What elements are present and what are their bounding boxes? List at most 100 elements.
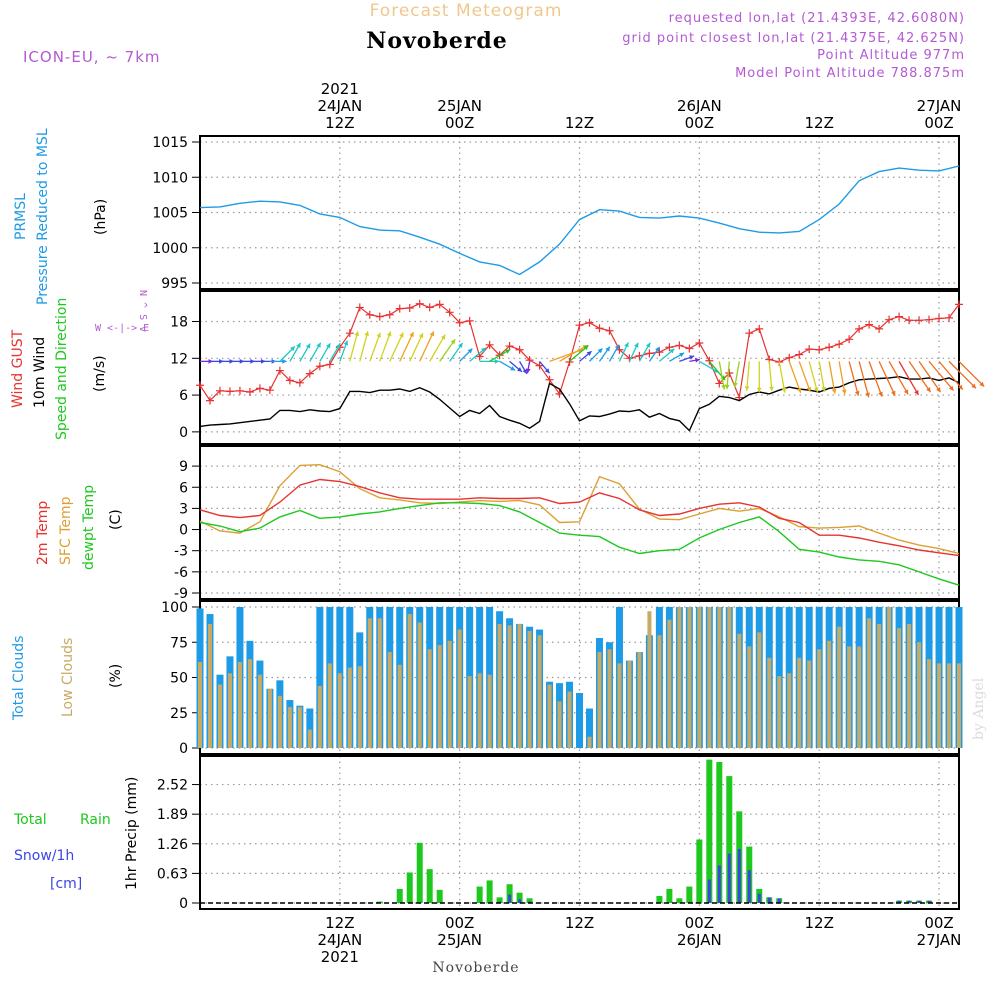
precip-units: 1hr Precip (mm) <box>124 777 140 890</box>
gust-marker <box>865 320 874 329</box>
gust-marker <box>245 388 254 397</box>
top-tick-label: 25JAN <box>437 97 482 115</box>
gust-marker <box>825 343 834 352</box>
rain-bar <box>526 898 533 903</box>
wind-arrow-head <box>522 368 527 374</box>
rain-bar <box>696 839 703 903</box>
wind-arrow-head <box>865 392 870 398</box>
low-cloud-bar <box>677 607 682 748</box>
wind-arrow-head <box>926 387 931 393</box>
wind-arrow <box>746 361 750 391</box>
gust-marker <box>925 315 934 324</box>
wind-arrow-head <box>290 346 295 352</box>
top-tick-label: 12Z <box>565 114 594 132</box>
rain-bar <box>406 872 413 903</box>
wind-arrow-head <box>418 333 424 339</box>
temp-sfc-label: SFC Temp <box>58 496 74 565</box>
low-cloud-bar <box>797 657 802 748</box>
wind-arrow-head <box>878 391 883 397</box>
low-cloud-bar <box>717 607 722 748</box>
gust-marker <box>905 316 914 325</box>
y-tick-label: 6 <box>179 388 188 404</box>
rain-bar <box>426 869 433 903</box>
gust-marker <box>655 348 664 357</box>
bottom-tick-label: 26JAN <box>677 931 722 949</box>
wind-arrow-head <box>450 339 456 345</box>
low-cloud-bar <box>777 676 782 748</box>
snow-bar <box>518 899 522 903</box>
gust-marker <box>375 312 384 321</box>
wind-arrow-head <box>525 368 531 374</box>
low-cloud-bar <box>507 625 512 748</box>
rain-bar <box>656 895 663 903</box>
wind-arrow-head <box>914 389 919 395</box>
footer-location: Novoberde <box>432 960 519 976</box>
y-tick-label: 6 <box>179 480 188 496</box>
gust-marker <box>955 300 963 309</box>
snow-bar <box>927 900 931 903</box>
wind-arrow-head <box>544 368 550 374</box>
gust-marker <box>915 316 924 325</box>
low-cloud-bar <box>307 729 312 748</box>
wind-arrow <box>938 360 964 391</box>
bottom-tick-label: 12Z <box>565 914 594 932</box>
low-cloud-bar <box>357 666 362 748</box>
snow-bar <box>727 853 731 903</box>
wind-arrow <box>828 361 836 394</box>
wind-arrow <box>419 331 435 362</box>
gust-marker <box>455 318 464 327</box>
gust-marker <box>725 369 734 378</box>
wind-arrow <box>808 361 819 393</box>
low-cloud-bar <box>517 623 522 748</box>
low-cloud-bar <box>327 663 332 748</box>
top-tick-label: 27JAN <box>917 97 962 115</box>
y-tick-label: 1005 <box>152 206 188 222</box>
gust-marker <box>575 321 584 330</box>
sfc-temp-line <box>199 463 960 555</box>
low-cloud-bar <box>827 640 832 748</box>
location-title: Novoberde <box>366 28 508 54</box>
low-cloud-bar <box>837 626 842 748</box>
gust-marker <box>365 310 374 319</box>
compass-legend-we: W <-|-> E <box>95 323 149 334</box>
wind-arrow <box>349 331 359 362</box>
y-tick-label: 18 <box>170 315 188 331</box>
y-tick-label: 0 <box>179 741 188 757</box>
low-cloud-bar <box>407 614 412 748</box>
low-cloud-bar <box>897 628 902 748</box>
low-cloud-bar <box>457 629 462 748</box>
gust-marker <box>795 350 804 359</box>
wind-arrow-head <box>769 386 774 392</box>
low-cloud-bar <box>447 640 452 748</box>
low-cloud-bar <box>257 674 262 748</box>
wind-arrow <box>928 360 955 392</box>
wind-arrow-head <box>971 383 976 389</box>
low-cloud-bar <box>847 646 852 748</box>
low-cloud-bar <box>198 661 202 748</box>
wind-arrow-head <box>645 342 651 348</box>
gust-marker <box>695 338 704 347</box>
grid-point-coords: grid point closest lon,lat (21.4375E, 42… <box>622 31 965 46</box>
y-tick-label: 1015 <box>152 135 188 151</box>
temp-units: (C) <box>108 509 124 530</box>
bottom-tick-label: 00Z <box>924 914 953 932</box>
bottom-tick-label: 2021 <box>321 948 359 966</box>
clouds-panel: 0 25 50 75 100 <box>161 600 963 757</box>
wind-arrow-head <box>936 387 941 393</box>
gust-marker <box>685 344 694 353</box>
wind-arrow-head <box>305 343 311 349</box>
gust-marker <box>385 310 394 319</box>
low-cloud-bar <box>957 663 961 748</box>
gust-marker <box>585 318 594 327</box>
wind-arrow-head <box>841 389 847 395</box>
low-cloud-bar <box>557 701 562 748</box>
snow-bar <box>917 900 921 903</box>
rain-bar <box>416 842 423 903</box>
rain-bar <box>676 898 683 903</box>
low-cloud-bar <box>587 736 592 748</box>
wind-arrow-head <box>821 386 827 392</box>
temp-2m-label: 2m Temp <box>35 501 51 565</box>
gust-marker <box>675 341 684 350</box>
wind-arrow-head <box>505 349 511 354</box>
